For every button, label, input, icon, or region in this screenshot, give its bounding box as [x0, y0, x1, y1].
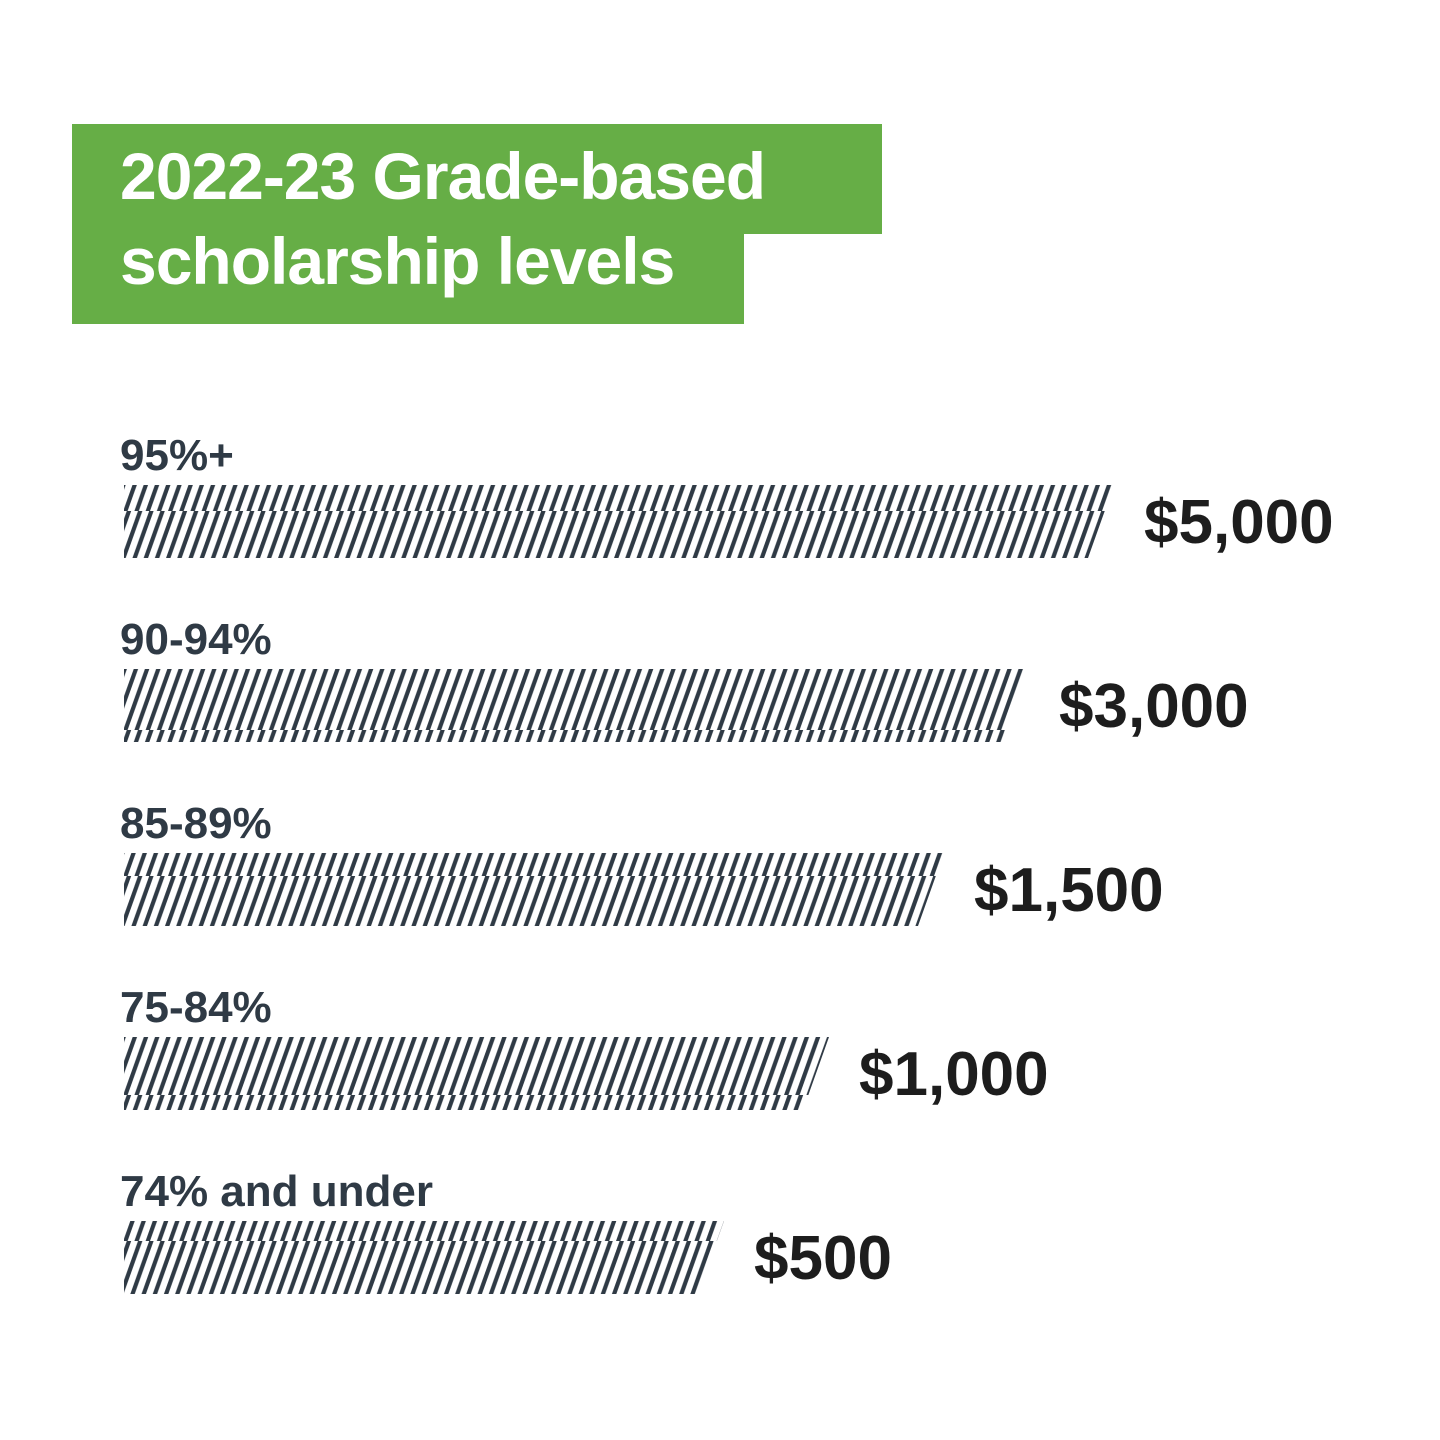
- title-banner-bottom: [72, 232, 744, 324]
- category-label: 74% and under: [120, 1167, 433, 1216]
- bar: [124, 1037, 829, 1110]
- value-label: $3,000: [1059, 672, 1249, 741]
- value-label: $1,000: [859, 1040, 1049, 1109]
- bars-layer: 95%+ $5,000 90-94% $3,000 85-89% $1,500 75-84%…: [120, 431, 1334, 1294]
- chart-title-line-2: scholarship levels: [120, 224, 675, 298]
- category-label: 95%+: [120, 431, 234, 480]
- value-label: $500: [754, 1224, 892, 1293]
- category-label: 75-84%: [120, 983, 272, 1032]
- value-label: $1,500: [974, 856, 1164, 925]
- bar: [124, 485, 1114, 558]
- category-label: 85-89%: [120, 799, 272, 848]
- category-label: 90-94%: [120, 615, 272, 664]
- bar: [124, 853, 944, 926]
- value-label: $5,000: [1144, 488, 1334, 557]
- bar: [124, 669, 1029, 742]
- bar: [124, 1221, 724, 1294]
- chart-title-line-1: 2022-23 Grade-based: [120, 139, 766, 213]
- title-banner-top: [72, 124, 882, 234]
